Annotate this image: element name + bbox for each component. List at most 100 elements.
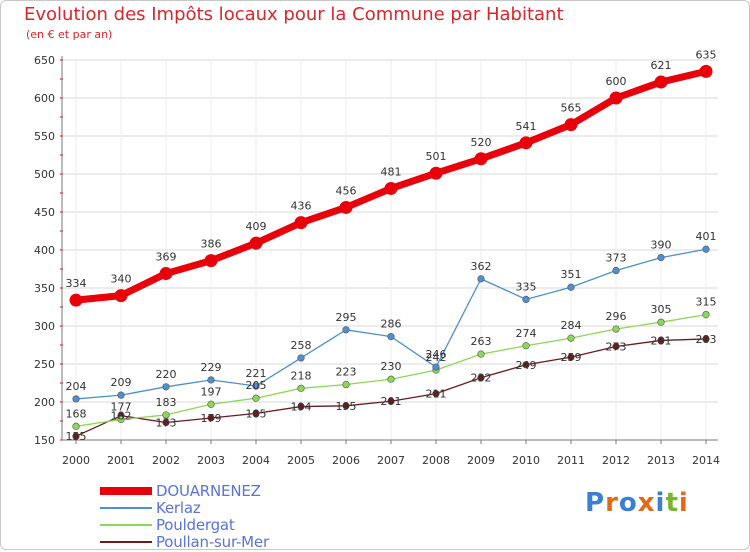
data-point (387, 397, 395, 405)
data-label: 218 (291, 369, 312, 382)
data-label: 195 (336, 400, 357, 413)
legend-swatch (100, 507, 152, 509)
y-tick-label: 200 (34, 396, 55, 409)
data-point (522, 295, 530, 304)
data-label: 305 (651, 303, 672, 316)
data-label: 273 (606, 341, 627, 354)
data-label: 242 (426, 351, 447, 364)
data-label: 386 (201, 238, 222, 251)
data-label: 565 (561, 102, 582, 115)
data-point (567, 334, 575, 342)
data-point (72, 422, 80, 430)
data-point (207, 376, 215, 384)
y-tick-label: 300 (34, 320, 55, 333)
y-tick-label: 400 (34, 244, 55, 257)
data-label: 334 (66, 277, 87, 290)
x-tick-label: 2002 (152, 454, 180, 467)
legend-label: Kerlaz (156, 499, 201, 517)
y-tick-label: 450 (34, 206, 55, 219)
data-point (477, 275, 485, 283)
data-label: 369 (156, 251, 177, 264)
data-label: 501 (426, 150, 447, 163)
data-point (342, 326, 350, 334)
data-point (252, 394, 260, 402)
data-point (612, 342, 620, 351)
x-tick-label: 2006 (332, 454, 360, 467)
data-point (384, 181, 398, 195)
data-label: 185 (246, 407, 267, 420)
data-point (567, 283, 575, 291)
data-label: 205 (246, 379, 267, 392)
y-tick-label: 150 (34, 434, 55, 447)
data-point (297, 354, 305, 362)
x-tick-label: 2003 (197, 454, 225, 467)
data-label: 315 (696, 296, 717, 309)
data-point (342, 380, 350, 389)
data-label: 286 (381, 318, 402, 331)
data-label: 177 (111, 400, 132, 413)
data-point (252, 409, 260, 418)
data-label: 223 (336, 366, 357, 379)
data-label: 401 (696, 230, 717, 243)
data-point (519, 136, 533, 150)
data-label: 274 (516, 327, 537, 340)
data-label: 409 (246, 220, 267, 233)
data-label: 168 (66, 407, 87, 420)
legend-swatch (100, 524, 152, 526)
data-point (654, 75, 668, 89)
data-label: 183 (156, 396, 177, 409)
data-label: 211 (426, 388, 447, 401)
data-point (249, 236, 263, 250)
y-tick-label: 250 (34, 358, 55, 371)
data-label: 456 (336, 184, 357, 197)
legend-label: DOUARNENEZ (156, 482, 261, 500)
data-label: 197 (201, 385, 222, 398)
data-label: 340 (111, 273, 132, 286)
x-tick-label: 2008 (422, 454, 450, 467)
data-point (72, 395, 80, 403)
data-label: 221 (246, 367, 267, 380)
data-point (342, 402, 350, 410)
data-point (474, 152, 488, 166)
y-tick-label: 350 (34, 282, 55, 295)
chart-title: Evolution des Impôts locaux pour la Comm… (24, 4, 564, 25)
x-tick-label: 2013 (647, 454, 675, 467)
data-point (477, 374, 485, 382)
data-point (432, 363, 440, 371)
data-label: 635 (696, 48, 717, 61)
legend-swatch (100, 487, 152, 495)
x-tick-label: 2009 (467, 454, 495, 467)
data-label: 600 (606, 75, 627, 88)
data-point (252, 382, 260, 390)
data-point (339, 200, 353, 214)
x-tick-label: 2011 (557, 454, 585, 467)
data-label: 281 (651, 334, 672, 347)
x-tick-label: 2000 (62, 454, 90, 467)
data-point (117, 391, 125, 399)
data-point (657, 318, 665, 326)
data-label: 232 (471, 372, 492, 385)
data-point (432, 390, 440, 398)
data-point (204, 254, 218, 268)
data-point (387, 375, 395, 383)
y-tick-label: 600 (34, 92, 55, 105)
x-tick-label: 2004 (242, 454, 270, 467)
data-point (294, 216, 308, 230)
data-label: 520 (471, 136, 492, 149)
x-tick-label: 2005 (287, 454, 315, 467)
data-label: 246 (426, 348, 447, 361)
data-point (612, 325, 620, 333)
data-label: 541 (516, 120, 537, 133)
data-label: 179 (201, 412, 222, 425)
data-point (162, 418, 170, 427)
y-tick-label: 550 (34, 130, 55, 143)
data-label: 335 (516, 280, 537, 293)
data-point (114, 289, 128, 303)
data-label: 220 (156, 368, 177, 381)
data-label: 436 (291, 200, 312, 213)
data-point (612, 266, 620, 275)
data-point (159, 267, 173, 281)
x-tick-label: 2012 (602, 454, 630, 467)
data-label: 481 (381, 165, 402, 178)
